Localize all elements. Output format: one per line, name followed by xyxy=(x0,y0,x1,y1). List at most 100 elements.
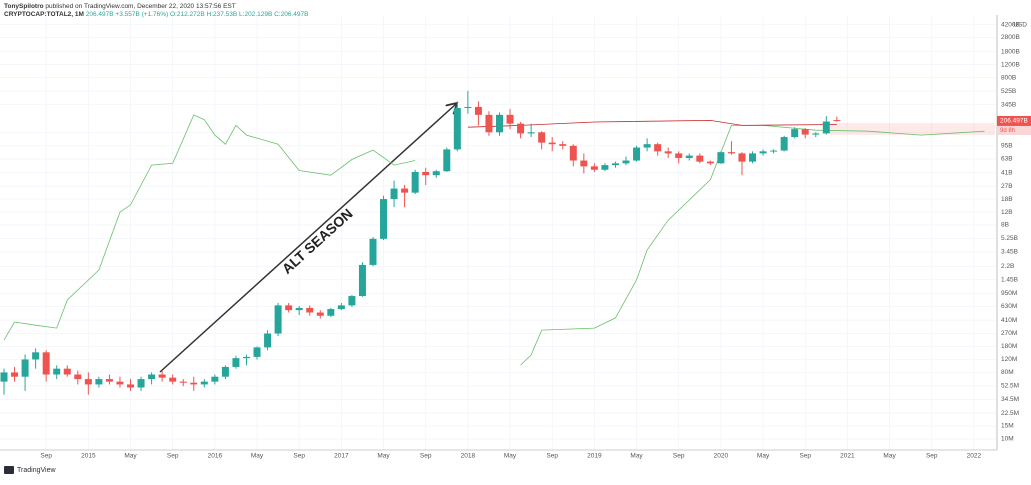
y-tick-label: 80M xyxy=(1001,369,1014,376)
candle-body xyxy=(569,145,577,161)
candle-body xyxy=(696,155,704,162)
x-tick-label: 2017 xyxy=(334,453,349,460)
candle-body xyxy=(401,188,409,193)
x-tick-label: May xyxy=(757,453,770,460)
candle-body xyxy=(590,166,598,170)
candle-body xyxy=(21,359,29,377)
indicator-line xyxy=(467,119,837,128)
candle-body xyxy=(727,152,735,154)
x-tick-label: Sep xyxy=(673,453,685,460)
candle-body xyxy=(95,379,103,385)
candle-body xyxy=(770,150,778,152)
candle-body xyxy=(0,372,8,382)
y-tick-label: 120M xyxy=(1001,356,1017,363)
candle-body xyxy=(137,379,145,388)
grid xyxy=(0,15,997,450)
x-tick-label: Sep xyxy=(420,453,432,460)
candle-body xyxy=(643,144,651,148)
candle-body xyxy=(580,160,588,167)
candle-body xyxy=(822,121,830,134)
x-tick-label: 2019 xyxy=(587,453,602,460)
x-tick-label: Sep xyxy=(546,453,558,460)
candle-body xyxy=(242,356,250,359)
candle-body xyxy=(780,137,788,151)
y-tick-label: 1.45B xyxy=(1001,276,1018,283)
logo-icon xyxy=(4,466,14,474)
indicator-line xyxy=(520,125,985,366)
y-tick-label: 270M xyxy=(1001,330,1017,337)
candle-body xyxy=(179,381,187,383)
x-tick-label: Sep xyxy=(799,453,811,460)
price-label: 206.497B xyxy=(1000,118,1028,125)
cloud xyxy=(830,123,995,135)
header-line-2: CRYPTOCAP:TOTAL2, 1M 206.497B +3.557B (+… xyxy=(4,11,308,18)
candle-body xyxy=(358,264,366,297)
candle-body xyxy=(559,144,567,146)
candle-body xyxy=(285,305,293,311)
candle-body xyxy=(633,147,641,161)
candle-body xyxy=(432,171,440,176)
x-tick-label: May xyxy=(504,453,517,460)
change: +3.557B (+1.76%) xyxy=(115,11,168,18)
candle-body xyxy=(74,374,82,380)
candle-body xyxy=(127,384,135,388)
candle-body xyxy=(264,333,272,348)
candle-body xyxy=(84,379,92,385)
countdown-tag xyxy=(997,125,1031,135)
candle-body xyxy=(11,372,19,377)
y-tick-label: 2.2B xyxy=(1001,263,1014,270)
candle-body xyxy=(717,152,725,164)
candle-body xyxy=(453,107,461,150)
y-tick-label: 1200B xyxy=(1001,61,1020,68)
x-tick-label: 2015 xyxy=(81,453,96,460)
candle-body xyxy=(232,358,240,367)
open: O:212.272B xyxy=(170,11,205,18)
candle-body xyxy=(274,305,282,334)
candle-body xyxy=(390,188,398,200)
y-tick-label: 800B xyxy=(1001,74,1016,81)
candle-body xyxy=(190,382,198,385)
y-tick-label: 63B xyxy=(1001,156,1013,163)
y-tick-label: 34.5M xyxy=(1001,396,1019,403)
x-tick-label: Sep xyxy=(40,453,52,460)
candle-body xyxy=(158,374,166,378)
header-line-1: TonySpilotro published on TradingView.co… xyxy=(4,3,236,10)
candle-body xyxy=(538,132,546,143)
candle-body xyxy=(295,307,303,311)
close: C:206.497B xyxy=(274,11,308,18)
candle-body xyxy=(485,114,493,133)
candle-body xyxy=(306,307,314,313)
candle-body xyxy=(369,238,377,265)
y-tick-label: 27B xyxy=(1001,183,1013,190)
y-tick-label: 3.45B xyxy=(1001,249,1018,256)
candle-body xyxy=(53,368,61,375)
candle-body xyxy=(611,163,619,166)
candle-body xyxy=(601,165,609,170)
candle-body xyxy=(759,151,767,154)
candle-body xyxy=(464,106,472,108)
candle-body xyxy=(348,296,356,306)
y-tick-label: 4200B xyxy=(1001,21,1020,28)
unit: USD xyxy=(1013,22,1027,29)
x-tick-label: May xyxy=(251,453,264,460)
candle-body xyxy=(622,160,630,164)
high: H:237.53B xyxy=(207,11,238,18)
y-tick-label: 630M xyxy=(1001,303,1017,310)
y-tick-label: 410M xyxy=(1001,317,1017,324)
candle-body xyxy=(791,129,799,138)
x-tick-label: Sep xyxy=(167,453,179,460)
candle-body xyxy=(32,352,40,360)
x-tick-label: May xyxy=(630,453,643,460)
candle-body xyxy=(527,132,535,134)
candle-body xyxy=(812,133,820,135)
candle-body xyxy=(116,381,124,385)
candle-body xyxy=(211,376,219,382)
candle-body xyxy=(738,153,746,162)
candle-body xyxy=(706,161,714,164)
candle-body xyxy=(654,144,662,152)
x-tick-label: 2018 xyxy=(461,453,476,460)
candle-body xyxy=(517,123,525,134)
published: published on TradingView.com, December 2… xyxy=(45,3,235,10)
